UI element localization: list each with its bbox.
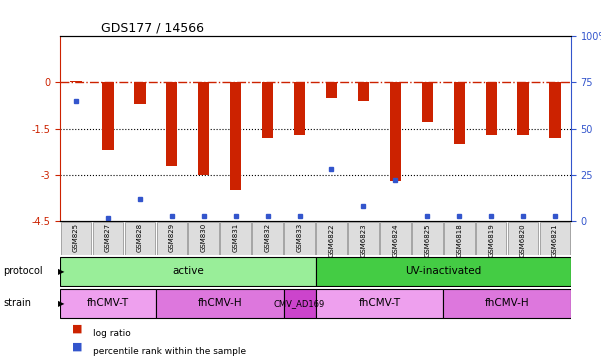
Text: GSM6819: GSM6819 [488, 223, 494, 257]
Bar [390, 82, 401, 181]
Text: GSM831: GSM831 [233, 223, 239, 252]
Bar [70, 81, 82, 82]
Bar [454, 82, 465, 144]
Text: GSM6821: GSM6821 [552, 223, 558, 257]
Text: ▶: ▶ [58, 299, 64, 308]
FancyBboxPatch shape [124, 222, 155, 255]
Text: CMV_AD169: CMV_AD169 [274, 299, 325, 308]
FancyBboxPatch shape [284, 289, 316, 318]
FancyBboxPatch shape [252, 222, 283, 255]
Text: strain: strain [3, 298, 31, 308]
Text: GSM833: GSM833 [296, 223, 302, 252]
Text: GSM6824: GSM6824 [392, 223, 398, 257]
Bar [422, 82, 433, 122]
Text: fhCMV-H: fhCMV-H [485, 298, 529, 308]
Bar [198, 82, 209, 175]
FancyBboxPatch shape [444, 222, 475, 255]
Bar [102, 82, 114, 150]
Text: GSM825: GSM825 [73, 223, 79, 252]
Bar [326, 82, 337, 97]
Text: GSM829: GSM829 [169, 223, 175, 252]
Text: active: active [172, 266, 204, 276]
FancyBboxPatch shape [221, 222, 251, 255]
Text: GSM6823: GSM6823 [361, 223, 367, 257]
Text: GSM828: GSM828 [137, 223, 143, 252]
FancyBboxPatch shape [412, 222, 442, 255]
FancyBboxPatch shape [316, 257, 571, 286]
FancyBboxPatch shape [540, 222, 570, 255]
FancyBboxPatch shape [380, 222, 410, 255]
Text: GSM827: GSM827 [105, 223, 111, 252]
FancyBboxPatch shape [348, 222, 379, 255]
FancyBboxPatch shape [156, 222, 187, 255]
Bar [358, 82, 369, 101]
FancyBboxPatch shape [316, 222, 347, 255]
Text: ▶: ▶ [58, 267, 64, 276]
Text: protocol: protocol [3, 266, 43, 276]
Text: GSM6820: GSM6820 [520, 223, 526, 257]
Bar [135, 82, 145, 104]
FancyBboxPatch shape [60, 289, 156, 318]
Bar [517, 82, 529, 135]
Bar [294, 82, 305, 135]
Text: ■: ■ [72, 342, 82, 352]
Bar [166, 82, 177, 166]
Text: GSM6818: GSM6818 [456, 223, 462, 257]
FancyBboxPatch shape [316, 289, 443, 318]
FancyBboxPatch shape [189, 222, 219, 255]
Text: fhCMV-T: fhCMV-T [358, 298, 400, 308]
FancyBboxPatch shape [443, 289, 571, 318]
FancyBboxPatch shape [284, 222, 315, 255]
FancyBboxPatch shape [60, 257, 316, 286]
Text: GSM832: GSM832 [264, 223, 270, 252]
Text: GSM6822: GSM6822 [329, 223, 335, 257]
Text: GSM6825: GSM6825 [424, 223, 430, 257]
FancyBboxPatch shape [61, 222, 91, 255]
Text: ■: ■ [72, 324, 82, 334]
FancyBboxPatch shape [93, 222, 123, 255]
FancyBboxPatch shape [156, 289, 284, 318]
Bar [486, 82, 496, 135]
Text: percentile rank within the sample: percentile rank within the sample [93, 347, 246, 356]
Text: fhCMV-T: fhCMV-T [87, 298, 129, 308]
Bar [230, 82, 241, 190]
Text: log ratio: log ratio [93, 329, 131, 338]
Text: GDS177 / 14566: GDS177 / 14566 [101, 21, 204, 35]
Text: GSM830: GSM830 [201, 223, 207, 252]
Text: UV-inactivated: UV-inactivated [405, 266, 481, 276]
Bar [262, 82, 273, 138]
Text: fhCMV-H: fhCMV-H [197, 298, 242, 308]
FancyBboxPatch shape [476, 222, 507, 255]
Bar [549, 82, 561, 138]
FancyBboxPatch shape [508, 222, 538, 255]
